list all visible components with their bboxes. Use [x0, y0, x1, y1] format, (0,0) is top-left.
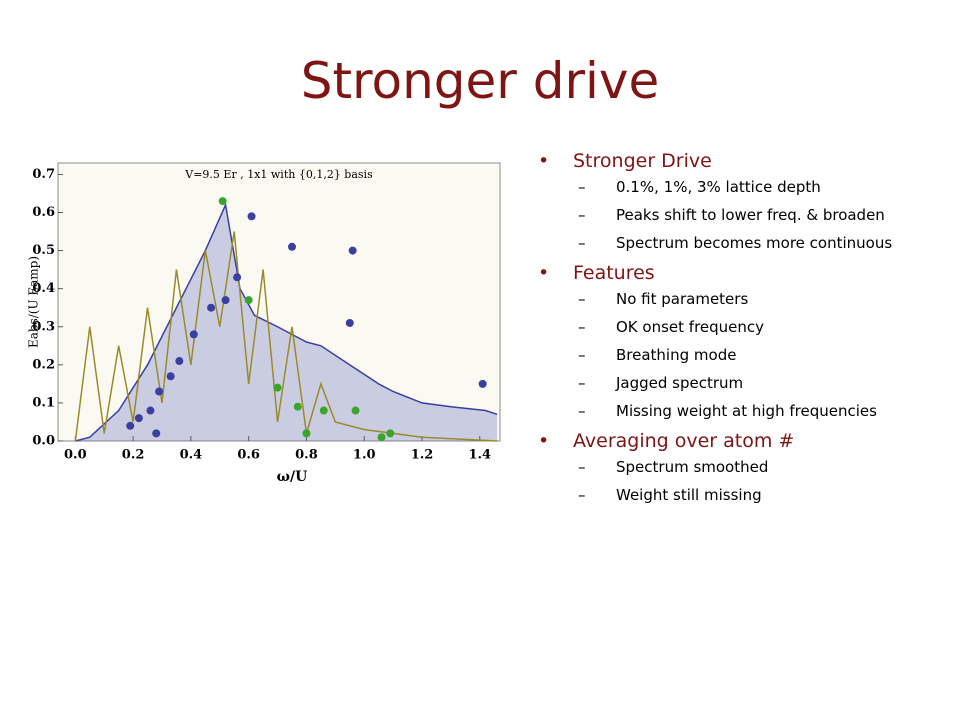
spectrum-line [75, 202, 498, 442]
y-tick-label: 0.0 [32, 434, 55, 449]
data-point [218, 197, 227, 206]
sub-bullet: No fit parameters [578, 290, 948, 308]
figure-title: V=9.5 Er , 1x1 with {0,1,2} basis [184, 168, 373, 181]
data-point [146, 406, 155, 415]
sub-bullet: Breathing mode [578, 346, 948, 364]
data-point [166, 372, 175, 381]
figure: V=9.5 Er , 1x1 with {0,1,2} basis ω/U Eabs… [27, 162, 501, 485]
sub-bullet: OK onset frequency [578, 318, 948, 336]
data-point [288, 242, 296, 251]
y-tick-label: 0.4 [32, 281, 55, 296]
sub-bullet: Jagged spectrum [578, 374, 948, 392]
plot-frame [57, 162, 501, 442]
data-point [478, 379, 487, 388]
data-point [377, 433, 386, 442]
bullet-text: Averaging over atom # [573, 430, 795, 452]
y-tick-label: 0.1 [32, 395, 55, 410]
x-axis-label: ω/U [277, 469, 308, 485]
data-point [175, 357, 184, 366]
area [75, 204, 498, 441]
bullet-text: Features [573, 262, 655, 284]
sub-bullet: Peaks shift to lower freq. & broaden [578, 206, 948, 224]
bullet: Stronger Drive 0.1%, 1%, 3% lattice depth… [538, 150, 948, 252]
data-point [348, 246, 357, 255]
bullet: Averaging over atom # Spectrum smoothed We… [538, 430, 948, 504]
x-tick-label: 0.8 [295, 448, 318, 463]
bullet: Features No fit parameters OK onset freque… [538, 262, 948, 420]
bullet-list: Stronger Drive 0.1%, 1%, 3% lattice depth… [538, 150, 948, 514]
x-tick-label: 0.0 [64, 448, 87, 463]
y-axis-label: Eabs/(U Eamp) [27, 256, 41, 348]
data-point [351, 406, 360, 415]
data-point [189, 330, 198, 339]
data-point [273, 383, 282, 392]
sub-bullet: Missing weight at high frequencies [578, 402, 948, 420]
slide-title: Stronger drive [300, 52, 660, 110]
sub-bullet: Weight still missing [578, 486, 948, 504]
spectrum-line [74, 231, 498, 442]
data-point [302, 429, 311, 438]
data-point [345, 318, 354, 327]
y-tick-label: 0.5 [32, 243, 55, 258]
data-point [155, 387, 164, 396]
x-tick-label: 0.6 [237, 448, 260, 463]
data-point [134, 414, 143, 423]
y-tick-label: 0.7 [32, 167, 55, 182]
sub-list: 0.1%, 1%, 3% lattice depth Peaks shift to… [578, 178, 948, 252]
data-point [386, 429, 395, 438]
bullet-text: Stronger Drive [573, 150, 712, 172]
y-tick-label: 0.6 [32, 205, 55, 220]
sub-list: Spectrum smoothed Weight still missing [578, 458, 948, 504]
data-point [293, 402, 302, 411]
x-tick-label: 1.0 [353, 448, 376, 463]
x-tick-label: 1.4 [468, 448, 491, 463]
data-point [247, 212, 256, 221]
x-tick-label: 0.4 [180, 448, 203, 463]
sub-list: No fit parameters OK onset frequency Breat… [578, 290, 948, 420]
data-point [207, 303, 216, 312]
sub-bullet: Spectrum smoothed [578, 458, 948, 476]
sub-bullet: 0.1%, 1%, 3% lattice depth [578, 178, 948, 196]
data-point [233, 273, 242, 282]
data-point [244, 296, 253, 305]
sub-bullet: Spectrum becomes more continuous [578, 234, 948, 252]
y-tick-label: 0.3 [32, 319, 55, 334]
data-point [319, 406, 328, 415]
x-tick-label: 0.2 [122, 448, 145, 463]
data-point [152, 429, 161, 438]
y-tick-label: 0.2 [32, 357, 55, 372]
x-tick-label: 1.2 [411, 448, 434, 463]
data-point [126, 421, 135, 430]
data-point [221, 296, 230, 305]
